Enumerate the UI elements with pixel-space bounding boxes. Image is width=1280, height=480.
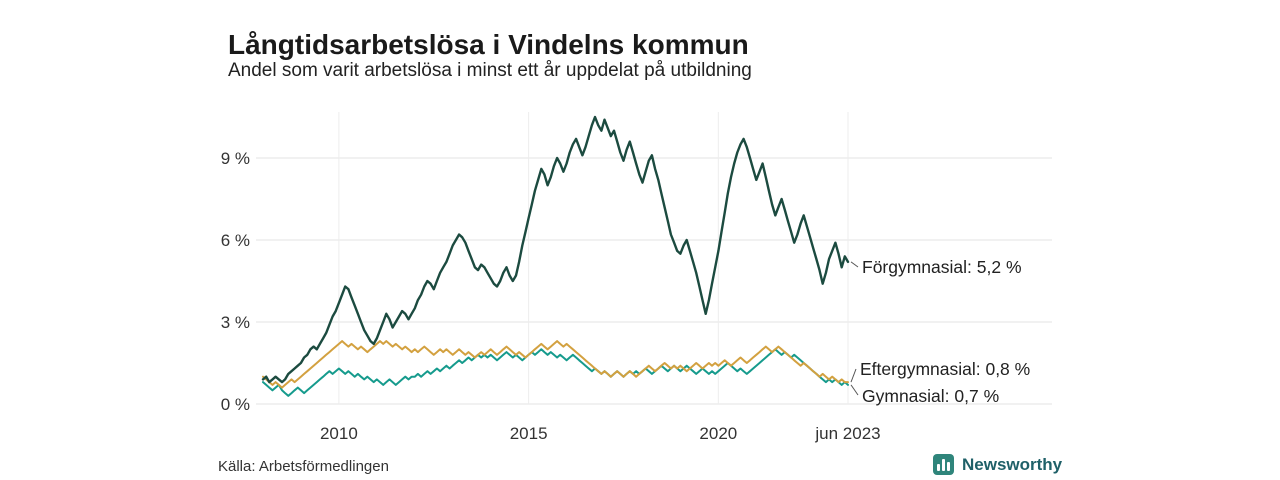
svg-text:2020: 2020 — [699, 424, 737, 443]
annotation-eftergymnasial: Eftergymnasial: 0,8 % — [860, 359, 1031, 379]
svg-text:jun 2023: jun 2023 — [814, 424, 880, 443]
annotation-gymnasial: Gymnasial: 0,7 % — [862, 386, 1000, 406]
annotation-forgymnasial: Förgymnasial: 5,2 % — [862, 257, 1022, 277]
svg-text:9 %: 9 % — [221, 149, 250, 168]
page-subtitle: Andel som varit arbetslösa i minst ett å… — [228, 60, 752, 81]
bar-chart-icon — [933, 454, 954, 475]
svg-text:3 %: 3 % — [221, 313, 250, 332]
brand-name: Newsworthy — [962, 454, 1063, 474]
newsworthy-logo: Newsworthy — [933, 454, 1062, 475]
page-title: Långtidsarbetslösa i Vindelns kommun — [228, 28, 749, 60]
source-note: Källa: Arbetsförmedlingen — [218, 458, 389, 475]
svg-text:6 %: 6 % — [221, 231, 250, 250]
svg-text:0 %: 0 % — [221, 395, 250, 414]
svg-text:2015: 2015 — [510, 424, 548, 443]
svg-text:2010: 2010 — [320, 424, 358, 443]
